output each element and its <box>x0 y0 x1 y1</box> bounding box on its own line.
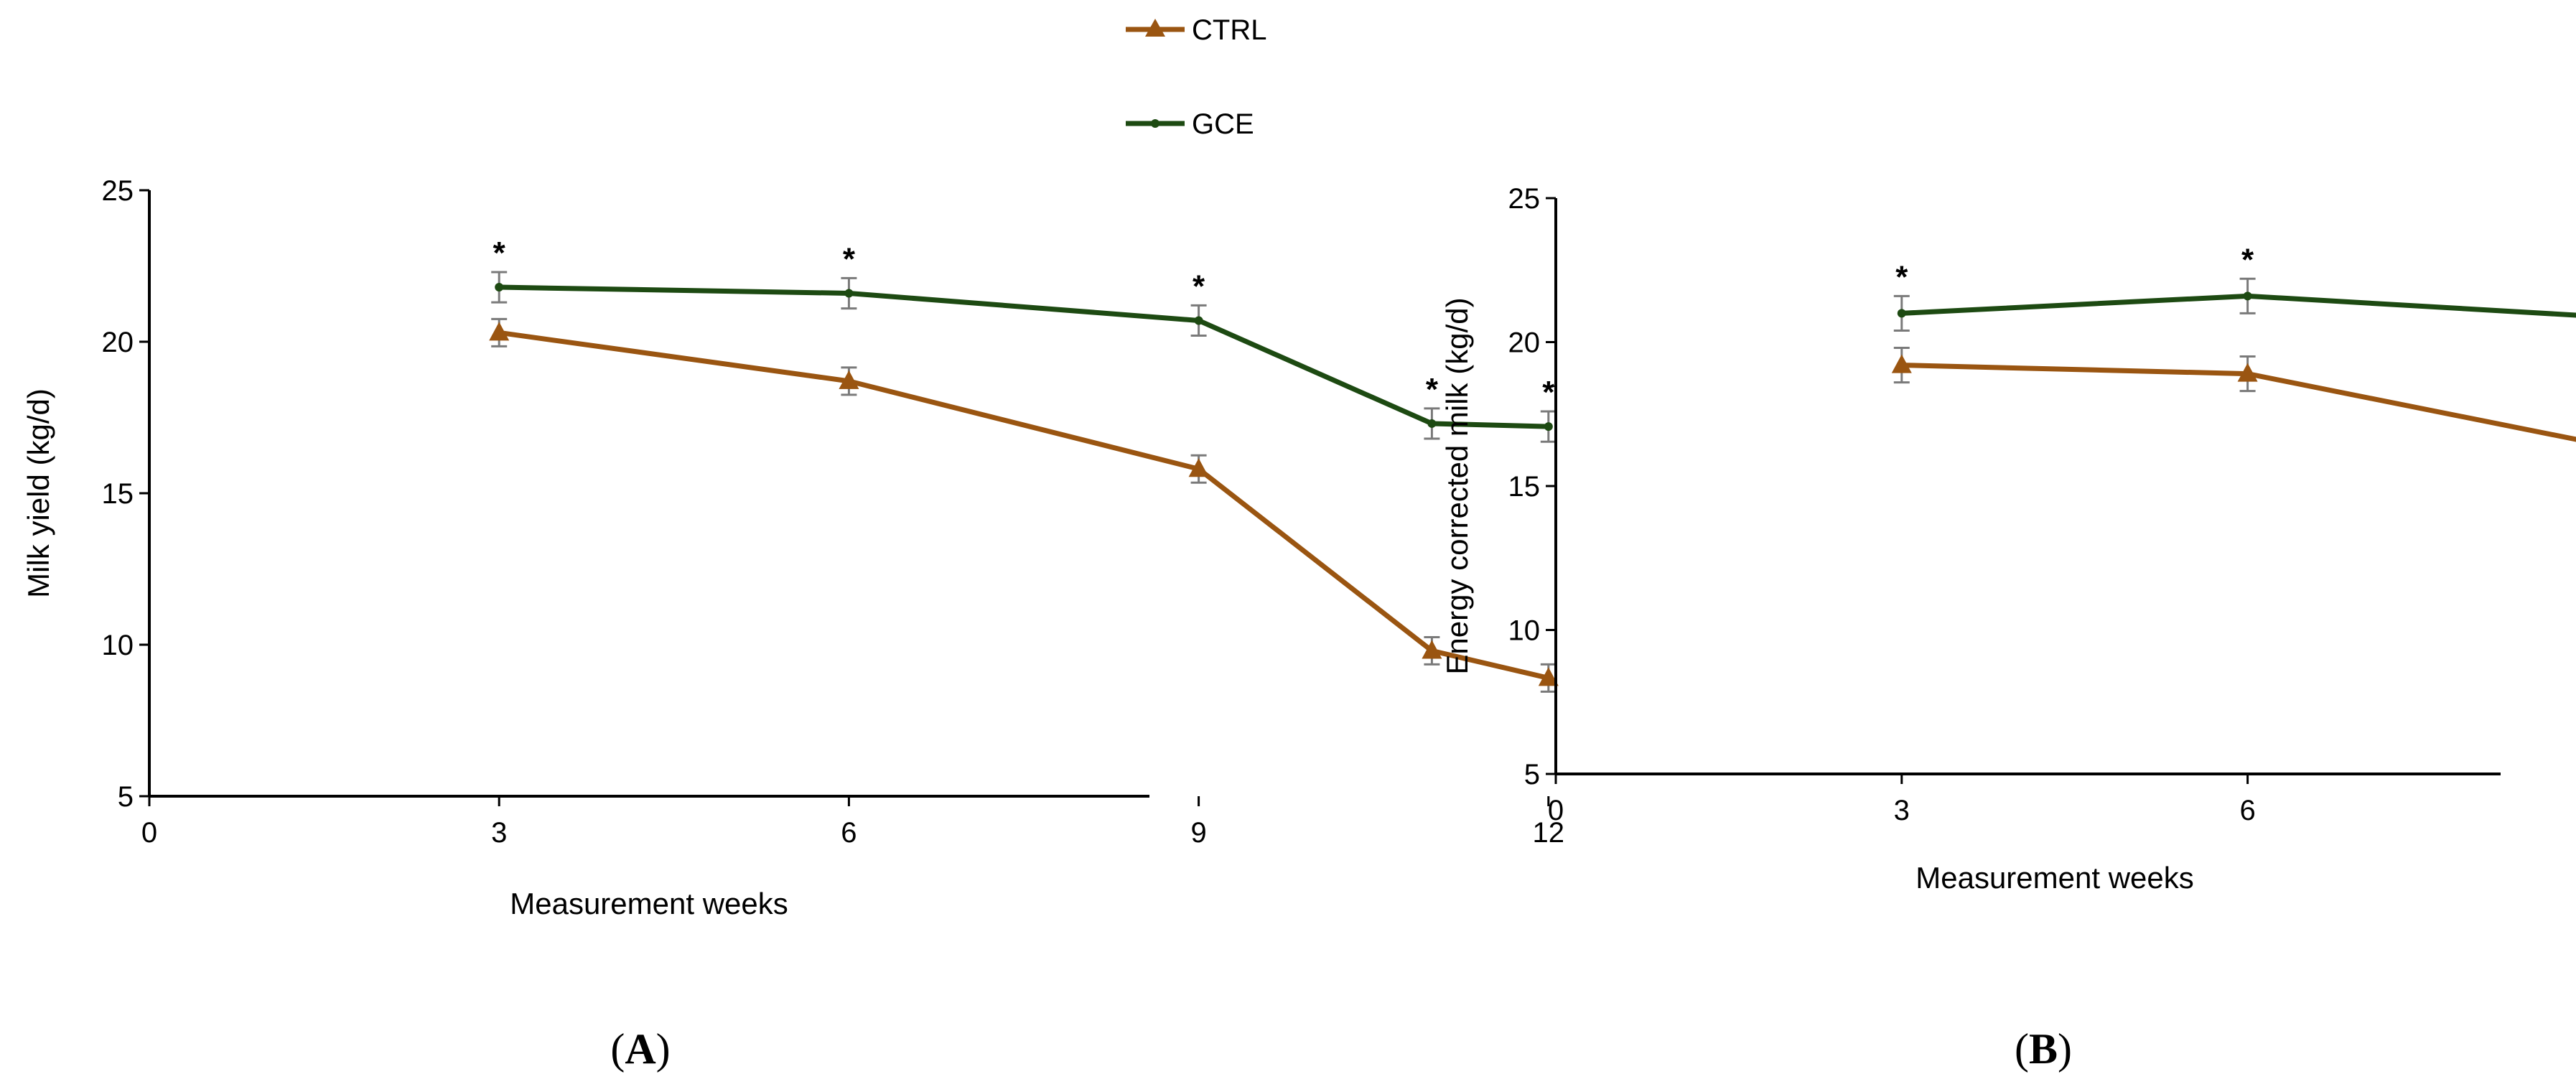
legend-ctrl-label: CTRL <box>1192 14 1266 46</box>
data-point <box>1422 640 1442 659</box>
legend-gce-marker <box>1151 119 1159 128</box>
data-point <box>839 370 859 389</box>
x-axis-title: Measurement weeks <box>510 887 788 920</box>
data-point <box>2237 363 2258 382</box>
panel-letter-a: A <box>625 1025 655 1073</box>
y-axis-title: Energy corrected milk (kg/d) <box>1440 297 1474 674</box>
legend-gce-label: GCE <box>1192 108 1254 140</box>
significance-markers-a: * * * * * <box>493 235 1556 410</box>
axes-b <box>1546 197 2501 784</box>
data-point <box>844 289 854 298</box>
panel-label-b: (B) <box>2015 1025 2072 1073</box>
significance-marker: * <box>843 241 856 276</box>
x-tick-label: 3 <box>1894 795 1910 826</box>
significance-marker: * <box>1193 269 1205 304</box>
y-axis-title: Milk yield (kg/d) <box>22 388 55 598</box>
data-point <box>2243 291 2252 301</box>
series-line-ctrl <box>498 330 1549 681</box>
axes-a <box>139 189 1550 806</box>
significance-marker: * <box>1542 375 1555 410</box>
y-tick-label: 25 <box>1508 183 1541 215</box>
data-point <box>1891 354 1912 373</box>
series-line-gce <box>1901 293 2576 318</box>
plot-area-b <box>1891 277 2576 442</box>
y-tick-label: 20 <box>102 327 134 358</box>
x-tick-label: 3 <box>491 817 507 849</box>
y-tick-label: 15 <box>102 478 134 510</box>
data-point <box>1538 667 1559 686</box>
x-tick-label: 6 <box>2239 795 2255 826</box>
significance-marker: * <box>1426 372 1439 407</box>
y-tick-label: 10 <box>102 630 134 661</box>
legend-item-gce: GCE <box>1126 108 1254 140</box>
legend: CTRL GCE <box>1126 14 1266 140</box>
legend-ctrl-marker <box>1145 19 1165 37</box>
y-tick-label: 20 <box>1508 327 1541 359</box>
y-tick-label: 10 <box>1508 615 1541 647</box>
plot-area-a <box>489 271 1559 693</box>
x-tick-label: 0 <box>1548 795 1564 826</box>
y-tick-label: 5 <box>1524 759 1540 790</box>
y-ticks-b: 5 10 15 20 25 <box>1508 183 1541 790</box>
series-ctrl <box>1891 347 2576 442</box>
x-ticks-a: 0 3 6 9 12 <box>141 817 1564 849</box>
x-tick-label: 9 <box>1190 817 1206 849</box>
panel-letter-b: B <box>2029 1025 2058 1073</box>
data-point <box>489 322 510 341</box>
data-point <box>1544 422 1553 431</box>
series-line-ctrl <box>1901 363 2576 442</box>
x-tick-label: 12 <box>1533 817 1565 849</box>
series-ctrl <box>489 317 1559 693</box>
series-gce <box>491 271 1557 443</box>
x-ticks-b: 0 3 6 9 12 <box>1548 795 2256 826</box>
data-point <box>1897 309 1906 318</box>
data-point <box>1194 316 1203 325</box>
y-tick-label: 25 <box>102 175 134 207</box>
x-tick-label: 6 <box>841 817 857 849</box>
significance-markers-b: * * * * * <box>1895 242 2254 294</box>
y-ticks-a: 5 10 15 20 25 <box>102 175 134 813</box>
panel-a: 0 3 6 9 12 5 10 15 20 25 * * * * * Measu… <box>22 175 1564 1073</box>
significance-marker: * <box>1895 259 1908 294</box>
panel-label-a: (A) <box>610 1025 670 1073</box>
legend-item-ctrl: CTRL <box>1126 14 1266 46</box>
data-point <box>1188 458 1209 477</box>
y-tick-label: 5 <box>118 781 134 813</box>
y-tick-label: 15 <box>1508 471 1541 503</box>
data-point <box>1427 419 1437 428</box>
x-tick-label: 0 <box>141 817 157 849</box>
significance-marker: * <box>2241 242 2254 277</box>
panel-b: 0 3 6 9 12 5 10 15 20 25 * * * * * Measu… <box>1440 183 2576 1073</box>
data-point <box>495 283 504 292</box>
x-axis-title: Measurement weeks <box>1915 861 2194 895</box>
significance-marker: * <box>493 235 506 271</box>
series-gce <box>1893 277 2576 332</box>
